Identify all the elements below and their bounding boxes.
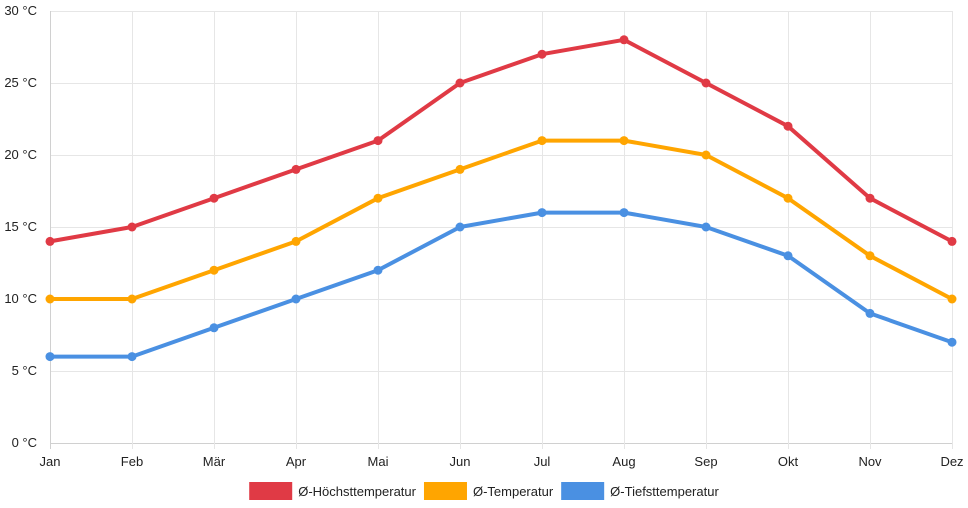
data-point[interactable]: [127, 294, 137, 304]
series-line: [48, 37, 954, 244]
data-point[interactable]: [783, 121, 793, 131]
data-point[interactable]: [373, 193, 383, 203]
x-tick-label: Jul: [534, 454, 551, 469]
data-point[interactable]: [701, 78, 711, 88]
legend-label: Ø-Höchsttemperatur: [298, 484, 416, 499]
legend-label: Ø-Tiefsttemperatur: [610, 484, 719, 499]
data-point[interactable]: [701, 222, 711, 232]
data-point[interactable]: [127, 222, 137, 232]
x-tick-label: Apr: [286, 454, 307, 469]
data-point[interactable]: [291, 294, 301, 304]
data-point[interactable]: [45, 352, 55, 362]
data-point[interactable]: [947, 236, 957, 246]
data-point[interactable]: [865, 193, 875, 203]
data-point[interactable]: [455, 78, 465, 88]
data-point[interactable]: [291, 164, 301, 174]
data-point[interactable]: [947, 337, 957, 347]
legend-swatch: [249, 482, 293, 500]
y-axis: 0 °C 5 °C 10 °C 15 °C 20 °C 25 °C 30 °C: [4, 3, 37, 450]
x-tick-label: Mai: [368, 454, 389, 469]
data-point[interactable]: [373, 265, 383, 275]
x-tick-label: Mär: [203, 454, 226, 469]
y-tick-label: 25 °C: [4, 75, 37, 90]
y-tick-label: 10 °C: [4, 291, 37, 306]
data-point[interactable]: [291, 236, 301, 246]
data-point[interactable]: [45, 236, 55, 246]
data-point[interactable]: [783, 251, 793, 261]
x-tick-label: Dez: [940, 454, 963, 469]
chart-grid: [50, 11, 953, 449]
data-point[interactable]: [45, 294, 55, 304]
data-point[interactable]: [209, 265, 219, 275]
x-tick-label: Jun: [450, 454, 471, 469]
legend-swatch: [423, 482, 467, 500]
x-tick-label: Feb: [121, 454, 143, 469]
data-point[interactable]: [865, 251, 875, 261]
data-point[interactable]: [783, 193, 793, 203]
data-point[interactable]: [947, 294, 957, 304]
data-point[interactable]: [619, 35, 629, 45]
data-point[interactable]: [537, 49, 547, 59]
data-point[interactable]: [209, 193, 219, 203]
legend-item[interactable]: Ø-Höchsttemperatur: [249, 482, 417, 500]
series-line: [48, 210, 954, 359]
data-point[interactable]: [209, 323, 219, 333]
series-line: [48, 138, 954, 301]
x-tick-label: Aug: [612, 454, 635, 469]
x-tick-label: Sep: [694, 454, 717, 469]
y-tick-label: 15 °C: [4, 219, 37, 234]
data-point[interactable]: [537, 208, 547, 218]
chart-series: [45, 35, 957, 362]
x-tick-label: Jan: [40, 454, 61, 469]
legend-item[interactable]: Ø-Temperatur: [423, 482, 554, 500]
y-tick-label: 0 °C: [12, 435, 37, 450]
legend-item[interactable]: Ø-Tiefsttemperatur: [561, 482, 719, 500]
data-point[interactable]: [537, 136, 547, 146]
legend-swatch: [561, 482, 605, 500]
data-point[interactable]: [373, 136, 383, 146]
data-point[interactable]: [455, 222, 465, 232]
data-point[interactable]: [865, 308, 875, 318]
data-point[interactable]: [619, 136, 629, 146]
y-tick-label: 20 °C: [4, 147, 37, 162]
x-tick-label: Nov: [858, 454, 882, 469]
data-point[interactable]: [455, 164, 465, 174]
x-axis: Jan Feb Mär Apr Mai Jun Jul Aug Sep Okt Nov Dez: [40, 454, 964, 469]
data-point[interactable]: [127, 352, 137, 362]
chart-legend: Ø-Höchsttemperatur Ø-Temperatur Ø-Tiefstte…: [249, 482, 719, 500]
data-point[interactable]: [619, 208, 629, 218]
y-tick-label: 30 °C: [4, 3, 37, 18]
legend-label: Ø-Temperatur: [473, 484, 554, 499]
data-point[interactable]: [701, 150, 711, 160]
y-tick-label: 5 °C: [12, 363, 37, 378]
x-tick-label: Okt: [778, 454, 799, 469]
